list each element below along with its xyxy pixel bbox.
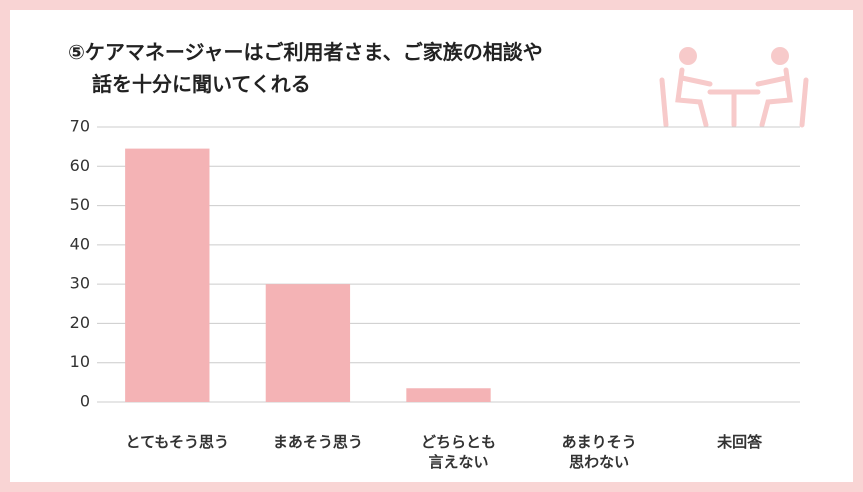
y-tick-label: 30 [70,274,90,293]
x-tick-label: あまりそう 思わない [561,433,637,471]
y-tick-label: 50 [70,195,90,214]
chart-title: ⑤ケアマネージャーはご利用者さま、ご家族の相談や 話を十分に聞いてくれる [68,40,543,96]
x-tick-label: とてもそう思う [125,433,230,451]
icon [659,47,809,128]
y-tick-label: 0 [80,392,90,411]
x-tick-label: 未回答 [717,433,763,451]
y-tick-label: 40 [70,234,90,253]
bar [265,284,351,402]
plot: 0 10 20 30 40 50 60 70 [70,47,809,411]
x-tick-label: まあそう思う [272,433,363,451]
y-tick-label: 20 [70,313,90,332]
y-tick-label: 10 [70,352,90,371]
x-tick-label: どちらとも 言えない [420,433,496,471]
bar [125,148,210,402]
y-tick-label: 60 [70,156,90,175]
y-tick-label: 70 [70,117,90,136]
bar [406,388,491,402]
